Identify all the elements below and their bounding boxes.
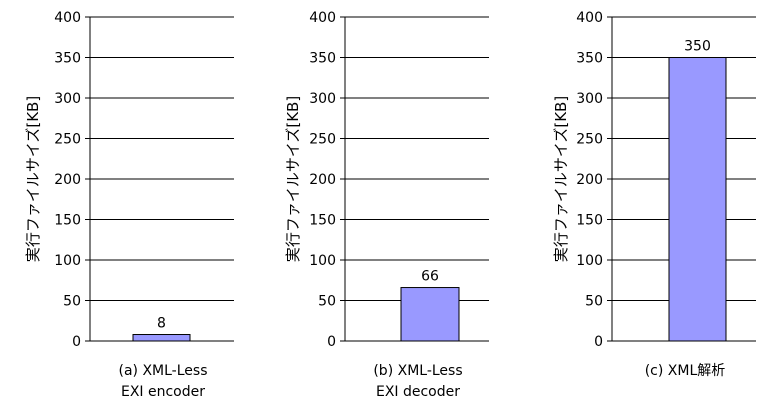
chart-panel-2: 0 50 100 150 200 250 300 350 400 350 (c) XML解析 実行ファ…	[552, 10, 756, 379]
category-label: (b) XML-Less EXI decoder	[373, 363, 462, 400]
bar	[132, 334, 191, 342]
chart-panel-0: 0 50 100 150 200 250 300 350 400 8 (a) XML-Less EXI…	[24, 10, 234, 400]
data-label: 66	[421, 269, 439, 285]
y-axis-label: 実行ファイルサイズ[KB]	[284, 96, 302, 262]
y-tick-label: 300	[576, 91, 603, 107]
data-label: 8	[157, 316, 166, 332]
y-tick-label: 100	[576, 253, 603, 269]
y-tick-label: 350	[54, 51, 81, 67]
y-tick-label: 250	[54, 132, 81, 148]
category-label-line: (a) XML-Less	[119, 363, 208, 379]
category-label: (c) XML解析	[645, 363, 726, 379]
y-tick-label: 50	[585, 294, 603, 310]
data-label: 350	[684, 39, 711, 55]
y-tick-label: 0	[594, 334, 603, 350]
y-tick-label: 0	[72, 334, 81, 350]
y-tick-label: 400	[309, 10, 336, 26]
y-tick-label: 150	[576, 213, 603, 229]
y-tick-label: 0	[327, 334, 336, 350]
category-label-line: EXI decoder	[376, 384, 460, 400]
y-axis-label: 実行ファイルサイズ[KB]	[552, 96, 570, 262]
y-tick-label: 400	[54, 10, 81, 26]
y-tick-label: 250	[309, 132, 336, 148]
y-tick-label: 150	[54, 213, 81, 229]
y-tick-label: 300	[54, 91, 81, 107]
y-axis-label: 実行ファイルサイズ[KB]	[24, 96, 42, 262]
y-tick-label: 200	[576, 172, 603, 188]
y-tick-label: 50	[63, 294, 81, 310]
category-label-line: EXI encoder	[121, 384, 205, 400]
y-tick-label: 200	[309, 172, 336, 188]
y-tick-label: 150	[309, 213, 336, 229]
y-tick-label: 200	[54, 172, 81, 188]
category-label-line: (b) XML-Less	[373, 363, 462, 379]
y-tick-label: 300	[309, 91, 336, 107]
bar	[668, 57, 727, 342]
y-tick-label: 350	[309, 51, 336, 67]
chart-panel-1: 0 50 100 150 200 250 300 350 400 66 (b) XML-Less EX…	[284, 10, 489, 400]
y-tick-label: 100	[54, 253, 81, 269]
y-tick-label: 400	[576, 10, 603, 26]
y-tick-label: 250	[576, 132, 603, 148]
y-tick-label: 350	[576, 51, 603, 67]
category-label: (a) XML-Less EXI encoder	[119, 363, 208, 400]
y-tick-label: 50	[318, 294, 336, 310]
bar	[400, 287, 460, 342]
y-tick-label: 100	[309, 253, 336, 269]
category-label-line: (c) XML解析	[645, 363, 726, 379]
